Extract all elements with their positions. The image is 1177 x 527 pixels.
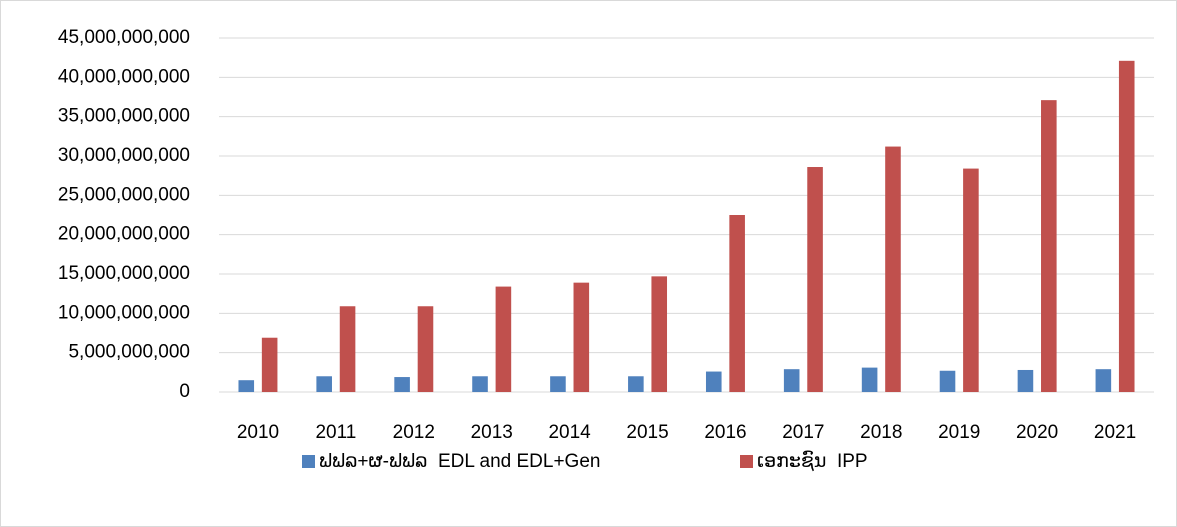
- bar: [394, 377, 410, 392]
- y-tick-label: 0: [179, 381, 190, 402]
- bar: [885, 146, 901, 392]
- legend-label: ເອກະຊົນ IPP: [757, 449, 868, 472]
- bar: [939, 370, 956, 392]
- x-tick-label: 2019: [938, 422, 980, 443]
- bar: [316, 376, 332, 392]
- x-tick-label: 2012: [393, 422, 435, 443]
- bar: [1095, 369, 1112, 392]
- bar: [807, 167, 823, 392]
- y-tick-label: 15,000,000,000: [58, 263, 190, 284]
- x-tick-label: 2021: [1094, 422, 1136, 443]
- y-tick-label: 25,000,000,000: [58, 184, 190, 205]
- bar: [729, 215, 745, 392]
- bar: [1041, 100, 1057, 392]
- bar: [861, 367, 878, 392]
- x-tick-label: 2015: [626, 422, 668, 443]
- x-tick-label: 2013: [471, 422, 513, 443]
- bar: [339, 306, 356, 392]
- bar: [472, 376, 488, 392]
- bar: [1118, 60, 1135, 393]
- y-tick-label: 10,000,000,000: [58, 302, 190, 323]
- y-tick-label: 5,000,000,000: [68, 342, 190, 363]
- y-tick-label: 45,000,000,000: [58, 27, 190, 48]
- y-tick-label: 40,000,000,000: [58, 66, 190, 87]
- bar: [417, 306, 434, 392]
- bar: [261, 337, 278, 392]
- x-tick-label: 2014: [548, 422, 591, 443]
- y-tick-label: 20,000,000,000: [58, 224, 190, 245]
- legend-label: ຟຟລ+ຜ-ຟຟລ EDL and EDL+Gen: [319, 451, 600, 472]
- bar: [495, 286, 512, 392]
- legend-swatch: [740, 455, 753, 468]
- bar: [783, 369, 800, 392]
- bar: [705, 371, 722, 392]
- x-tick-label: 2010: [237, 422, 279, 443]
- x-tick-label: 2020: [1016, 422, 1058, 443]
- bar: [628, 376, 644, 392]
- bar: [651, 276, 668, 392]
- x-tick-label: 2016: [704, 422, 746, 443]
- bar: [573, 282, 590, 392]
- bar: [1017, 369, 1034, 392]
- y-tick-label: 35,000,000,000: [58, 106, 190, 127]
- bar: [963, 168, 979, 392]
- bar: [550, 376, 566, 392]
- bar: [238, 380, 255, 392]
- y-tick-label: 30,000,000,000: [58, 145, 190, 166]
- x-tick-label: 2017: [782, 422, 824, 443]
- x-tick-label: 2011: [315, 422, 356, 443]
- x-tick-label: 2018: [860, 422, 902, 443]
- legend-swatch: [302, 455, 315, 468]
